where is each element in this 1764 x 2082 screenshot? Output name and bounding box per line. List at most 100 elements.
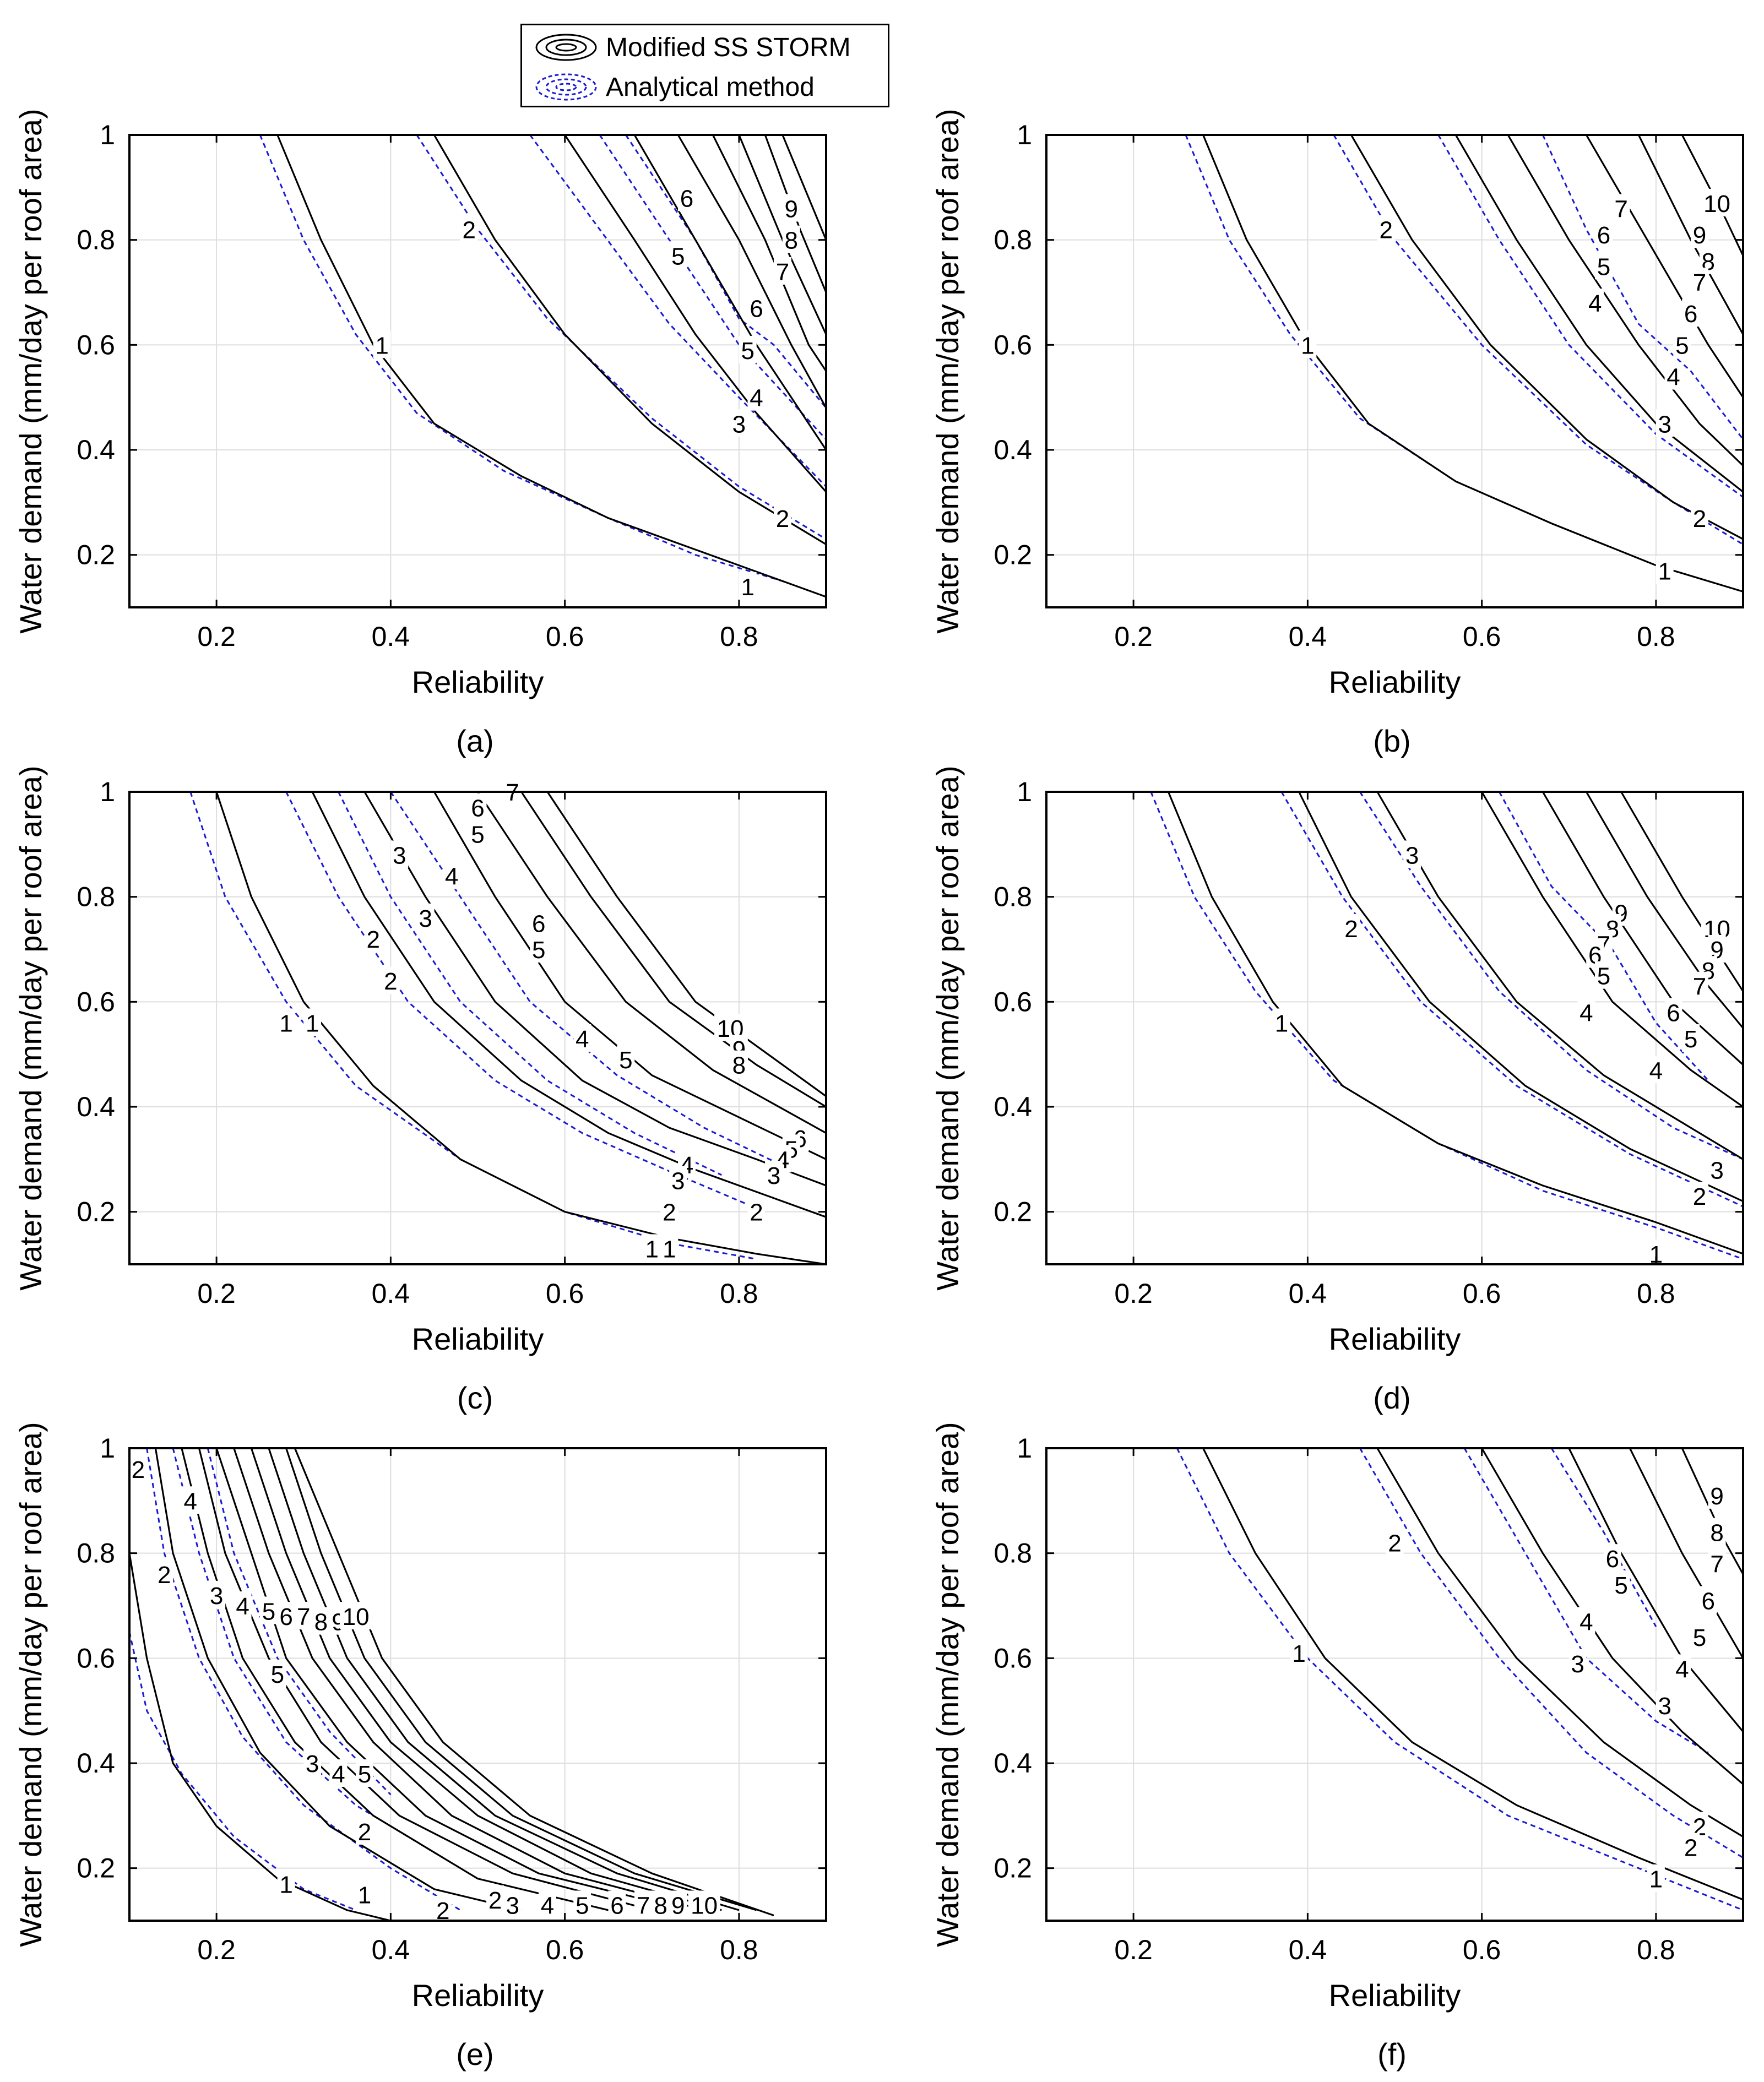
x-tick-label: 0.6 <box>1463 1278 1501 1309</box>
contour-label-bg <box>660 1197 679 1225</box>
contour-label: 7 <box>1710 1551 1723 1578</box>
contour-label: 8 <box>314 1609 328 1636</box>
x-tick-label: 0.2 <box>197 1278 236 1309</box>
simulation-contour-9 <box>285 1448 757 1911</box>
x-tick-label: 0.6 <box>1463 1934 1501 1965</box>
contour-label-bg <box>1699 1586 1717 1614</box>
y-tick-label: 0.2 <box>994 540 1032 570</box>
simulation-contour-9 <box>520 792 826 1108</box>
contour-label-bg <box>364 924 382 952</box>
contour-label: 2 <box>1388 1530 1401 1557</box>
contour-label-bg <box>1690 267 1708 295</box>
y-tick-label: 0.6 <box>994 1643 1032 1673</box>
y-tick-label: 0.6 <box>77 329 115 360</box>
contour-label: 4 <box>445 863 458 890</box>
x-axis-label: Reliability <box>412 665 544 699</box>
y-tick-label: 0.2 <box>994 1197 1032 1227</box>
contour-label: 6 <box>1702 1588 1715 1614</box>
contour-label-bg <box>1708 1518 1726 1546</box>
analytical-contour-1 <box>259 135 826 598</box>
legend-label-simulation: Modified SS STORM <box>606 32 851 62</box>
x-tick-label: 0.4 <box>1289 621 1327 652</box>
contour-label: 6 <box>1667 999 1680 1026</box>
contour-label-bg <box>530 935 548 963</box>
contour-label: 4 <box>332 1761 345 1788</box>
contour-label: 2 <box>1344 916 1358 943</box>
contour-label-bg <box>1568 1649 1587 1677</box>
simulation-contour-3 <box>363 792 826 1187</box>
simulation-contour-10 <box>294 1448 774 1917</box>
contour-label: 1 <box>645 1236 659 1263</box>
x-tick-label: 0.4 <box>1289 1934 1327 1965</box>
contour-label: 2 <box>132 1456 145 1483</box>
simulation-contour-6 <box>233 1448 705 1911</box>
contour-label-bg <box>277 1602 295 1630</box>
simulation-contour-6 <box>1586 135 1743 398</box>
axes-box <box>128 791 827 1265</box>
contour-label-bg <box>1647 1864 1665 1892</box>
analytical-contour-3 <box>1359 792 1743 1160</box>
contour-label: 5 <box>358 1761 371 1788</box>
contour-label: 1 <box>1292 1640 1305 1667</box>
x-axis-label: Reliability <box>1329 1322 1461 1356</box>
contour-lines <box>129 1448 774 1921</box>
contour-label: 5 <box>619 1047 632 1074</box>
contour-label-bg <box>469 819 487 847</box>
contour-label: 9 <box>1710 1483 1723 1510</box>
contour-label: 6 <box>1597 222 1610 249</box>
contour-label-bg <box>1586 289 1604 317</box>
simulation-contour-4 <box>1507 135 1743 466</box>
contour-label: 4 <box>183 1488 197 1515</box>
contour-label: 1 <box>1658 558 1671 585</box>
y-tick-label: 0.2 <box>77 540 115 570</box>
contour-label-bg <box>1656 409 1674 437</box>
x-tick-label: 0.4 <box>1289 1278 1327 1309</box>
contour-label: 3 <box>306 1751 319 1777</box>
contour-label-bg <box>1682 1024 1700 1052</box>
x-tick-label: 0.8 <box>1637 1934 1675 1965</box>
contour-label: 5 <box>471 821 484 848</box>
panel-label: (a) <box>456 724 493 758</box>
contour-label-bg <box>234 1591 252 1619</box>
contour-label: 10 <box>343 1603 370 1630</box>
plot-area <box>129 1448 826 1921</box>
contour-label-bg <box>643 1234 661 1262</box>
contour-label-bg <box>669 1166 687 1194</box>
simulation-contour-2 <box>311 792 826 1218</box>
contour-label: 4 <box>1588 290 1602 317</box>
plot-area <box>1046 792 1743 1264</box>
contour-label: 3 <box>419 905 432 932</box>
x-tick-label: 0.2 <box>197 621 236 652</box>
contour-label-bg <box>382 966 400 994</box>
contour-label-bg <box>434 1895 452 1923</box>
y-axis-label: Water demand (mm/day per roof area) <box>930 1422 965 1947</box>
contour-label-bg <box>260 1596 278 1624</box>
contour-label-bg <box>730 409 748 437</box>
y-tick-label: 1 <box>1017 776 1032 807</box>
contour-label: 2 <box>358 1819 371 1846</box>
contour-label: 4 <box>576 1026 589 1053</box>
simulation-contour-1 <box>276 135 826 598</box>
contour-label-bg <box>1595 961 1613 989</box>
contour-label: 1 <box>663 1236 676 1263</box>
contour-label: 5 <box>1693 1624 1706 1651</box>
y-tick-label: 0.4 <box>77 1091 115 1122</box>
contour-lines <box>1150 792 1743 1260</box>
analytical-contour-1 <box>1176 1448 1743 1911</box>
contour-label: 10 <box>691 1892 718 1919</box>
contour-label-bg <box>660 1234 679 1262</box>
contour-label-bg <box>782 225 800 253</box>
simulation-contour-5 <box>1481 792 1743 1108</box>
contour-label-bg <box>1647 1056 1665 1084</box>
simulation-contour-9 <box>781 135 826 241</box>
contour-label-bg <box>329 1759 348 1787</box>
axes-box <box>1045 1447 1744 1922</box>
contour-label-bg <box>773 257 791 285</box>
contour-label-bg <box>652 1890 670 1918</box>
contour-label: 7 <box>637 1892 650 1919</box>
y-axis-label: Water demand (mm/day per roof area) <box>930 108 965 633</box>
contour-label: 1 <box>279 1010 292 1037</box>
